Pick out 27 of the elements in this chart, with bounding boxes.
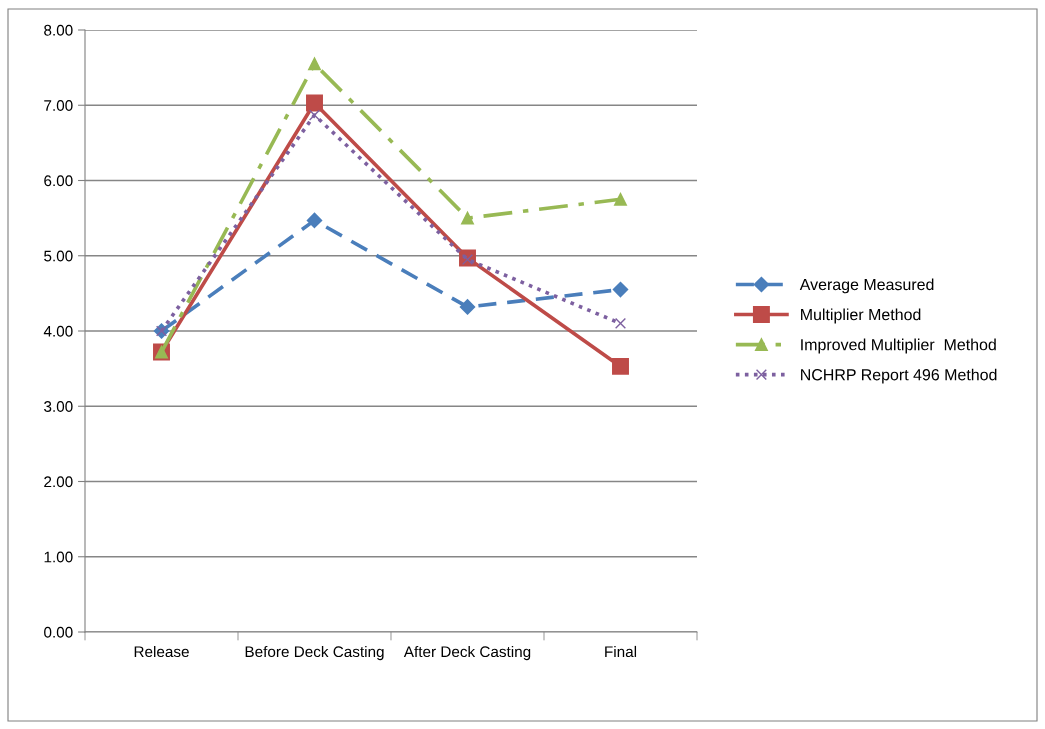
point bbox=[308, 109, 321, 121]
y-tick-label: 8.00 bbox=[44, 24, 73, 36]
y-tick-label: 6.00 bbox=[44, 175, 73, 187]
legend-label: Improved Multiplier Method bbox=[801, 338, 996, 354]
y-tick-label: 2.00 bbox=[44, 476, 73, 488]
legend-label: NCHRP Report 496 Method bbox=[801, 368, 997, 384]
legend-label: Average Measured bbox=[799, 278, 934, 294]
y-tick-label: 0.00 bbox=[44, 626, 73, 638]
point bbox=[612, 281, 629, 298]
point bbox=[459, 299, 476, 315]
y-tick-label: 4.00 bbox=[43, 325, 73, 337]
point bbox=[308, 57, 321, 71]
point bbox=[612, 357, 629, 375]
point bbox=[461, 211, 474, 225]
y-tick-label: 7.00 bbox=[44, 100, 73, 111]
point bbox=[306, 94, 323, 112]
y-tick-label: 1.00 bbox=[44, 551, 73, 563]
y-tick-label: 3.00 bbox=[44, 401, 73, 412]
point bbox=[306, 212, 323, 229]
point bbox=[614, 192, 627, 206]
x-tick-label: Before Deck Casting bbox=[245, 645, 384, 661]
y-tick-label: 5.00 bbox=[44, 250, 73, 262]
legend-label: Multiplier Method bbox=[801, 308, 921, 324]
x-tick-label: Final bbox=[605, 645, 637, 658]
x-tick-label: Release bbox=[134, 645, 189, 658]
point bbox=[614, 317, 627, 330]
x-tick-label: After Deck Casting bbox=[403, 645, 531, 661]
